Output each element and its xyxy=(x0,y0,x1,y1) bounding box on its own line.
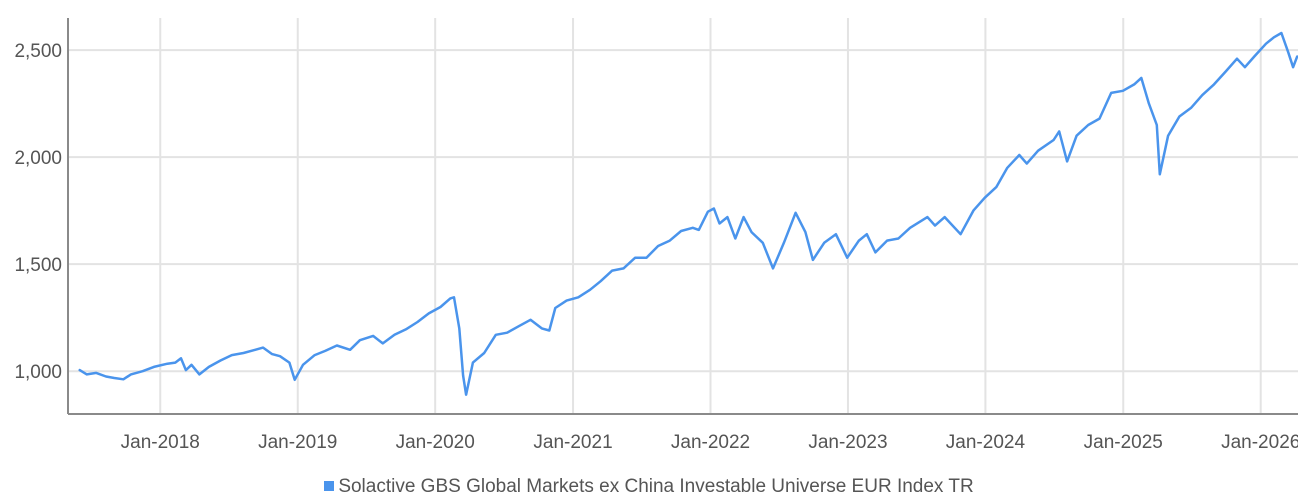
legend-label: Solactive GBS Global Markets ex China In… xyxy=(338,476,974,497)
x-tick-label: Jan-2020 xyxy=(396,432,475,453)
chart-legend: Solactive GBS Global Markets ex China In… xyxy=(0,476,1298,498)
x-tick-label: Jan-2022 xyxy=(671,432,750,453)
y-tick-label: 1,500 xyxy=(14,255,62,276)
x-tick-label: Jan-2019 xyxy=(258,432,337,453)
tick-layer: Jan-2018 Jan-2019 Jan-2020 Jan-2021 Jan-2022… xyxy=(14,41,1298,453)
x-tick-label: Jan-2025 xyxy=(1084,432,1163,453)
axis-layer xyxy=(67,18,1298,415)
x-tick-label: Jan-2018 xyxy=(121,432,200,453)
x-tick-label: Jan-2021 xyxy=(533,432,612,453)
grid-layer xyxy=(68,18,1298,414)
series-line xyxy=(78,31,1298,396)
x-tick-label: Jan-2026 xyxy=(1221,432,1298,453)
y-tick-label: 2,500 xyxy=(14,41,62,62)
x-tick-label: Jan-2024 xyxy=(946,432,1026,453)
chart-plot: Jan-2018 Jan-2019 Jan-2020 Jan-2021 Jan-2022… xyxy=(14,18,1298,453)
y-tick-label: 1,000 xyxy=(14,362,62,383)
series-layer xyxy=(78,31,1298,396)
y-tick-label: 2,000 xyxy=(14,148,62,169)
legend-swatch xyxy=(324,481,335,491)
x-tick-label: Jan-2023 xyxy=(808,432,887,453)
